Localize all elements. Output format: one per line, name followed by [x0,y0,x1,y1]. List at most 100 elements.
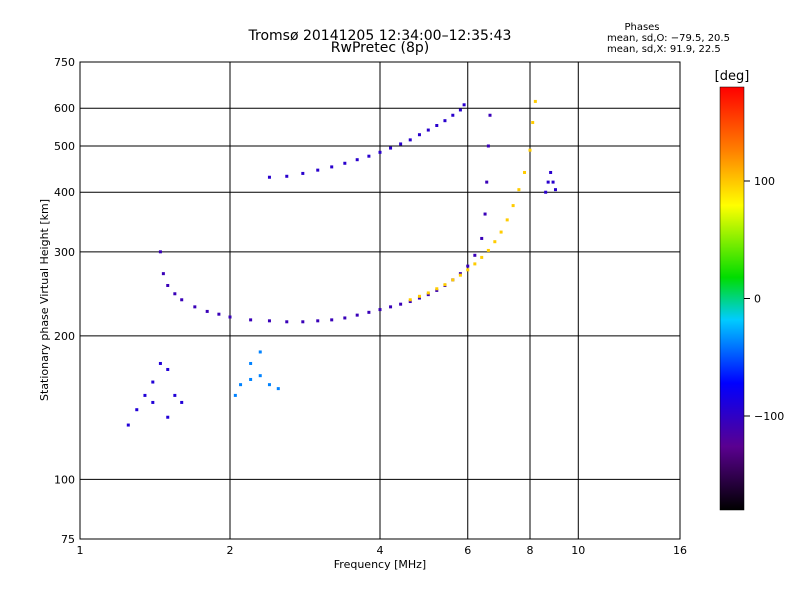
data-point [553,188,557,192]
data-point [488,113,492,117]
data-point [239,383,243,387]
data-point [151,400,155,404]
colorbar-tick-label: 0 [754,293,761,306]
data-point [451,278,455,282]
y-tick-label: 100 [54,473,75,486]
y-tick-label: 75 [61,533,75,546]
data-point [173,393,177,397]
data-point [408,138,412,142]
data-point [166,283,170,287]
data-point [473,253,477,257]
data-point [143,393,147,397]
x-tick-label: 16 [673,544,687,557]
y-axis-label: Stationary phase Virtual Height [km] [38,199,51,401]
x-tick-label: 8 [527,544,534,557]
colorbar-tick-label: −100 [754,410,784,423]
data-point [443,283,447,287]
data-point [399,142,403,146]
x-tick-label: 10 [571,544,585,557]
data-point [173,292,177,296]
data-point [480,255,484,259]
data-points [126,99,557,427]
chart-subtitle: RwPretec (8p) [331,40,429,56]
data-point [549,170,553,174]
data-point [343,316,347,320]
data-point [161,272,165,276]
data-point [399,302,403,306]
data-point [466,268,470,272]
data-point [458,273,462,277]
data-point [267,319,271,323]
data-point [435,123,439,127]
data-point [480,236,484,240]
data-point [301,171,305,175]
data-point [205,309,209,313]
data-point [367,310,371,314]
data-point [367,154,371,158]
data-point [458,272,462,276]
data-point [544,190,548,194]
data-point [285,320,289,324]
data-point [166,415,170,419]
data-point [533,99,537,103]
phase-info-line-x: mean, sd,X: 91.9, 22.5 [607,44,721,55]
data-point [389,305,393,309]
data-point [180,298,184,302]
data-point [316,168,320,172]
data-point [249,318,253,322]
data-point [316,319,320,323]
data-point [355,158,359,162]
data-point [451,113,455,117]
data-point [378,308,382,312]
y-tick-label: 750 [54,56,75,69]
data-point [330,318,334,322]
data-point [517,188,521,192]
data-point [135,408,139,412]
data-point [378,150,382,154]
data-point [258,374,262,378]
colorbar-label: [deg] [715,69,750,84]
data-point [417,294,421,298]
data-point [426,293,430,297]
data-point [343,161,347,165]
x-tick-label: 4 [377,544,384,557]
data-point [426,128,430,132]
data-point [546,180,550,184]
plot-frame [79,61,681,540]
data-point [355,313,359,317]
data-point [408,300,412,304]
data-point [233,393,237,397]
data-point [499,230,503,234]
x-tick-label: 2 [227,544,234,557]
x-axis-label: Frequency [MHz] [334,558,426,571]
y-tick-label: 600 [54,102,75,115]
data-point [505,218,509,222]
data-point [228,315,232,319]
data-point [417,133,421,137]
data-point [166,367,170,371]
data-point [462,103,466,107]
data-point [330,165,334,169]
data-point [551,180,555,184]
y-tick-label: 300 [54,246,75,259]
data-point [126,423,130,427]
colorbar-tick-label: 100 [754,175,775,188]
phase-info-line-o: mean, sd,O: −79.5, 20.5 [607,33,730,44]
data-point [486,248,490,252]
data-point [443,119,447,123]
data-point [408,298,412,302]
data-point [158,361,162,365]
data-point [523,170,527,174]
data-point [483,212,487,216]
data-point [217,312,221,316]
colorbar-ticks: 100 0 −100 [744,175,784,423]
data-point [267,383,271,387]
data-point [485,180,489,184]
data-point [267,175,271,179]
data-point [426,291,430,295]
data-point [193,305,197,309]
chart-title: Tromsø 20141205 12:34:00–12:35:43 [248,28,512,44]
colorbar [719,86,745,511]
y-tick-label: 200 [54,330,75,343]
